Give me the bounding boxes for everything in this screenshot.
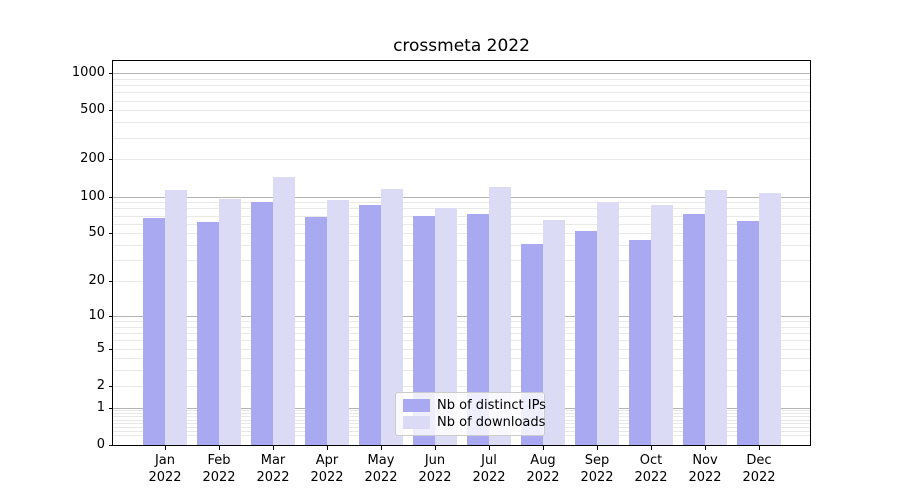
gridline (113, 315, 810, 317)
bar-ips-may (359, 204, 381, 445)
bar-ips-oct (629, 240, 651, 445)
gridline (113, 208, 810, 210)
y-tick-label: 2 (96, 377, 105, 393)
bar-downloads-feb (219, 199, 241, 445)
y-tick-label: 200 (80, 151, 105, 167)
gridline (113, 202, 810, 204)
x-tick-mark (327, 446, 328, 450)
bar-downloads-oct (651, 204, 673, 445)
x-tick-label: Nov 2022 (688, 453, 722, 485)
x-tick-mark (759, 446, 760, 450)
plot-area: Nb of distinct IPs Nb of downloads (113, 61, 810, 445)
x-tick-label: Sep 2022 (580, 453, 614, 485)
y-tick-label: 500 (80, 102, 105, 118)
x-tick-label: Apr 2022 (310, 453, 344, 485)
gridline (113, 223, 810, 225)
x-tick-label: Oct 2022 (634, 453, 668, 485)
bar-ips-feb (197, 221, 219, 445)
gridline (113, 137, 810, 139)
y-tick-label: 20 (88, 273, 105, 289)
gridline (113, 326, 810, 328)
y-tick-label: 1000 (71, 65, 105, 80)
x-tick-mark (381, 446, 382, 450)
bar-downloads-jul (489, 187, 511, 445)
x-tick-label: Jan 2022 (148, 453, 182, 485)
gridline (113, 233, 810, 235)
gridline (113, 215, 810, 217)
gridline (113, 159, 810, 161)
y-tick-label: 5 (96, 340, 105, 356)
gridline (113, 281, 810, 283)
x-tick-label: Aug 2022 (526, 453, 560, 485)
gridline (113, 110, 810, 112)
x-tick-mark (219, 446, 220, 450)
gridline (113, 358, 810, 360)
x-tick-mark (435, 446, 436, 450)
bar-ips-nov (683, 214, 705, 445)
bar-downloads-dec (759, 193, 781, 445)
gridline (113, 73, 810, 74)
x-tick-label: Jun 2022 (418, 453, 452, 485)
bar-ips-apr (305, 217, 327, 445)
gridline (113, 385, 810, 387)
legend-item-distinct-ips: Nb of distinct IPs (403, 397, 546, 414)
x-tick-label: Mar 2022 (256, 453, 290, 485)
x-tick-label: Dec 2022 (742, 453, 776, 485)
gridline (113, 370, 810, 372)
x-tick-mark (489, 446, 490, 450)
x-tick-mark (705, 446, 706, 450)
bar-downloads-sep (597, 202, 619, 445)
bar-downloads-apr (327, 199, 349, 445)
gridline (113, 196, 810, 198)
y-tick-label: 10 (88, 307, 105, 323)
bar-ips-jul (467, 214, 489, 445)
bar-ips-dec (737, 221, 759, 445)
bar-downloads-jun (435, 208, 457, 445)
x-tick-label: May 2022 (364, 453, 398, 485)
bar-downloads-nov (705, 190, 727, 445)
bar-ips-mar (251, 202, 273, 445)
x-tick-mark (273, 446, 274, 450)
gridline (113, 321, 810, 322)
legend-label-downloads: Nb of downloads (437, 415, 546, 430)
x-tick-label: Jul 2022 (472, 453, 506, 485)
bar-downloads-jan (165, 190, 187, 445)
legend-swatch-distinct-ips (403, 399, 430, 412)
bar-ips-jun (413, 216, 435, 445)
bar-ips-jan (143, 217, 165, 445)
bar-ips-sep (575, 231, 597, 445)
y-tick-label: 0 (96, 437, 105, 452)
x-tick-mark (651, 446, 652, 450)
x-tick-mark (597, 446, 598, 450)
gridline (113, 100, 810, 102)
gridline (113, 260, 810, 262)
chart-title: crossmeta 2022 (393, 36, 530, 56)
gridline (113, 85, 810, 86)
gridline (113, 78, 810, 80)
y-tick-label: 100 (80, 188, 105, 204)
gridline (113, 340, 810, 342)
legend-label-distinct-ips: Nb of distinct IPs (437, 398, 546, 413)
y-tick-mark (109, 445, 113, 446)
gridline (113, 245, 810, 246)
bar-downloads-aug (543, 220, 565, 445)
bar-downloads-mar (273, 176, 295, 445)
y-tick-label: 1 (96, 399, 105, 415)
gridline (113, 122, 810, 124)
legend-swatch-downloads (403, 416, 430, 429)
legend-item-downloads: Nb of downloads (403, 414, 545, 431)
bar-downloads-may (381, 188, 403, 445)
x-tick-mark (165, 446, 166, 450)
legend: Nb of distinct IPs Nb of downloads (395, 392, 546, 436)
x-tick-label: Feb 2022 (202, 453, 236, 485)
y-tick-label: 50 (88, 225, 105, 241)
gridline (113, 92, 810, 94)
gridline (113, 348, 810, 350)
x-tick-mark (543, 446, 544, 450)
gridline (113, 333, 810, 334)
